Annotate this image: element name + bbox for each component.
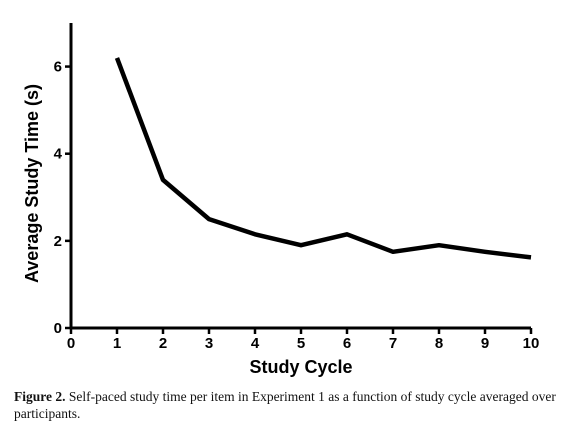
series-line xyxy=(114,57,532,260)
x-tick-label: 5 xyxy=(297,335,305,352)
figure-caption: Figure 2. Self-paced study time per item… xyxy=(14,388,574,422)
x-tick-label: 1 xyxy=(113,335,121,352)
x-tick-label: 10 xyxy=(523,335,540,352)
line-chart: 0 1 2 3 4 5 6 7 8 9 10 0 2 4 6 Study Cycle Average Stu… xyxy=(22,23,540,377)
y-tick-label: 2 xyxy=(54,233,62,250)
caption-text: Self-paced study time per item in Experi… xyxy=(14,389,556,421)
x-tick-label: 2 xyxy=(159,335,167,352)
x-tick-label: 6 xyxy=(343,335,351,352)
x-tick-label: 9 xyxy=(481,335,489,352)
axes xyxy=(69,23,531,330)
y-tick-label: 0 xyxy=(54,320,62,337)
x-tick-label: 4 xyxy=(251,335,260,352)
y-axis-title: Average Study Time (s) xyxy=(22,84,42,283)
y-tick-label: 4 xyxy=(54,146,63,163)
x-tick-label: 8 xyxy=(435,335,443,352)
caption-label: Figure 2. xyxy=(14,389,66,404)
x-tick-label: 3 xyxy=(205,335,213,352)
x-tick-label: 0 xyxy=(67,335,75,352)
y-tick-label: 6 xyxy=(54,59,62,76)
x-tick-label: 7 xyxy=(389,335,397,352)
x-axis-title: Study Cycle xyxy=(249,357,352,377)
series-layer xyxy=(114,57,532,260)
ticks: 0 1 2 3 4 5 6 7 8 9 10 0 2 4 6 xyxy=(54,59,540,352)
